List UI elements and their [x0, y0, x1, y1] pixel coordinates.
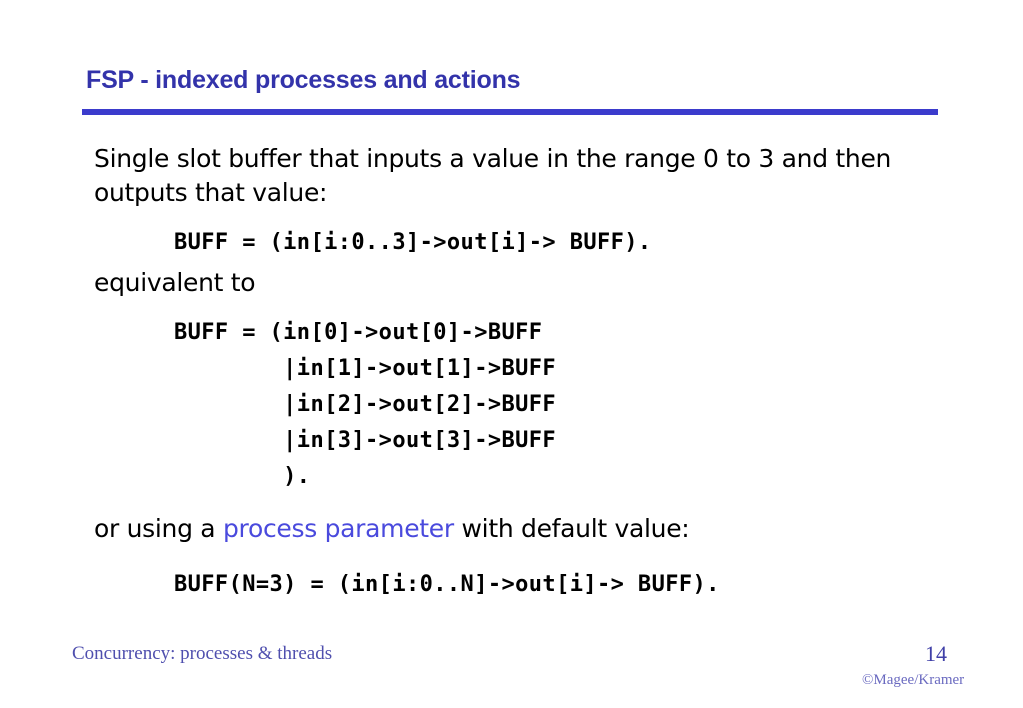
footer-page-number: 14 — [925, 641, 947, 666]
param-line-suffix: with default value: — [453, 514, 690, 543]
title-divider — [82, 109, 938, 115]
code-definition: BUFF = (in[i:0..3]->out[i]-> BUFF). — [174, 230, 652, 255]
footer-copyright: ©Magee/Kramer — [862, 672, 965, 688]
equivalent-label: equivalent to — [94, 268, 256, 297]
process-parameter-term: process parameter — [222, 514, 454, 543]
code-parameterised: BUFF(N=3) = (in[i:0..N]->out[i]-> BUFF). — [174, 572, 720, 597]
intro-paragraph: Single slot buffer that inputs a value i… — [94, 144, 899, 207]
page-title: FSP - indexed processes and actions — [86, 66, 521, 94]
code-expansion: BUFF = (in[0]->out[0]->BUFF |in[1]->out[… — [174, 320, 557, 489]
process-parameter-line: or using a process parameter with defaul… — [94, 512, 690, 546]
param-line-prefix: or using a — [94, 514, 223, 543]
footer-course-label: Concurrency: processes & threads — [72, 643, 333, 664]
